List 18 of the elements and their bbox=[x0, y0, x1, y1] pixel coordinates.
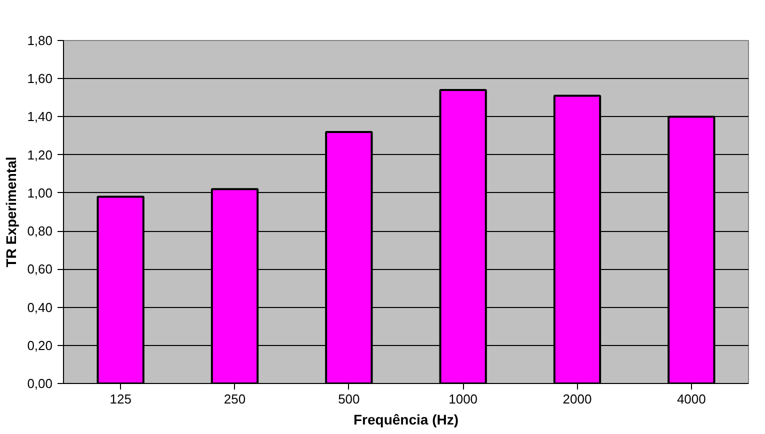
x-tick-label: 500 bbox=[338, 392, 360, 406]
y-tick-label: 1,80 bbox=[27, 33, 53, 48]
y-tick-label: 0,40 bbox=[27, 300, 53, 315]
x-tick-label: 1000 bbox=[448, 392, 478, 406]
y-tick-label: 1,40 bbox=[27, 109, 53, 124]
x-tick-label: 250 bbox=[224, 392, 246, 406]
x-tick-label: 4000 bbox=[676, 392, 706, 406]
y-tick-label: 0,80 bbox=[27, 224, 53, 239]
y-axis-title: TR Experimental bbox=[3, 156, 20, 268]
y-tick-label: 1,20 bbox=[27, 147, 53, 162]
y-tick-label: 0,00 bbox=[27, 376, 53, 391]
y-tick-label: 0,60 bbox=[27, 262, 53, 277]
y-tick-label: 1,00 bbox=[27, 185, 53, 200]
x-tick-label: 125 bbox=[110, 392, 132, 406]
y-tick-label: 1,60 bbox=[27, 71, 53, 86]
x-tick-label: 2000 bbox=[562, 392, 592, 406]
y-tick-label: 0,20 bbox=[27, 338, 53, 353]
x-axis-title: Frequência (Hz) bbox=[353, 412, 459, 428]
